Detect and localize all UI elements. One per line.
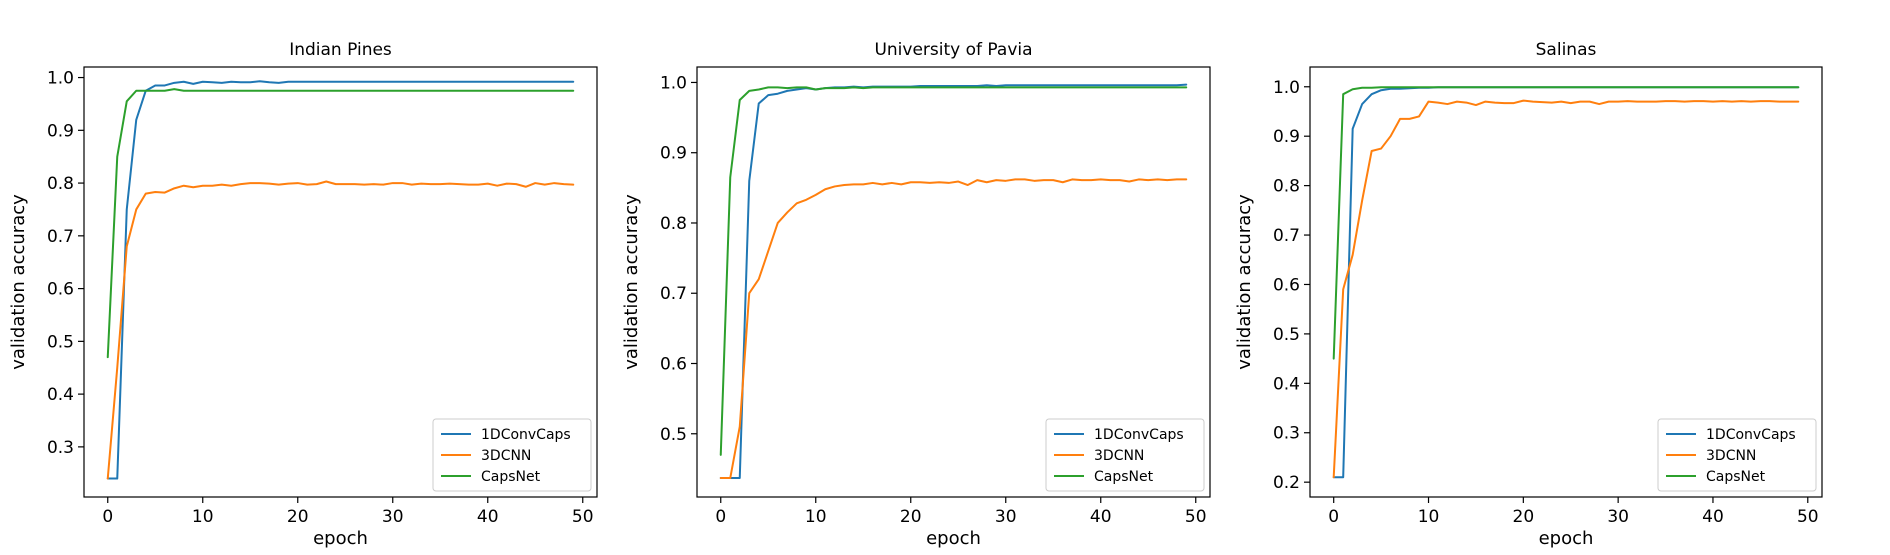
x-tick-label: 40	[477, 507, 499, 527]
y-tick-label: 0.7	[660, 284, 687, 304]
plot-frame	[1309, 66, 1823, 498]
x-tick-label: 30	[995, 507, 1017, 527]
legend-label: CapsNet	[481, 469, 541, 485]
x-tick-label: 30	[1607, 507, 1629, 527]
x-tick-label: 10	[192, 507, 214, 527]
chart-panel-2: University of Pavia 0 10 20 30 40 50 0.5 0.6 0.7 0…	[621, 40, 1211, 549]
y-tick-label: 0.5	[1273, 325, 1300, 345]
y-tick-label: 1.0	[660, 73, 687, 93]
legend: 1DConvCaps 3DCNN CapsNet	[432, 418, 592, 492]
y-tick-label: 0.6	[660, 355, 687, 375]
chart-title: University of Pavia	[874, 40, 1032, 60]
y-tick-label: 0.4	[1273, 374, 1300, 394]
legend-label: 1DConvCaps	[1706, 427, 1796, 443]
series-line-3dcnn	[719, 178, 1188, 480]
x-tick-label: 10	[805, 507, 827, 527]
x-tick-label: 50	[572, 507, 594, 527]
x-tick-label: 40	[1090, 507, 1112, 527]
y-tick-label: 0.4	[47, 385, 74, 405]
legend-box	[1657, 418, 1817, 492]
y-tick-label: 0.3	[1273, 424, 1300, 444]
y-tick-label: 0.9	[47, 121, 74, 141]
series-line-1dconvcaps	[719, 83, 1188, 480]
x-axis-label: epoch	[1539, 528, 1594, 549]
x-tick-label: 20	[1513, 507, 1535, 527]
chart-panel-1: Indian Pines 0 10 20 30 40 50 0.3 0.4 0.5 0.6 0.7 0.…	[8, 40, 598, 549]
chart-panel-3: Salinas 0 10 20 30 40 50 0.2 0.3 0.4 0.5 0.6 0.7 0.8 0…	[1234, 40, 1823, 549]
x-axis-label: epoch	[926, 528, 981, 549]
x-tick-label: 0	[715, 507, 726, 527]
chart-title: Indian Pines	[289, 40, 392, 60]
y-tick-label: 0.6	[1273, 275, 1300, 295]
y-tick-label: 1.0	[1273, 78, 1300, 98]
series-line-3dcnn	[1332, 99, 1800, 479]
x-axis-label: epoch	[313, 528, 368, 549]
legend-box	[432, 418, 592, 492]
y-tick-label: 0.8	[660, 214, 687, 234]
x-tick-label: 50	[1185, 507, 1207, 527]
x-tick-label: 0	[1328, 507, 1339, 527]
series-line-capsnet	[106, 88, 575, 359]
series-line-capsnet	[719, 86, 1188, 456]
legend-label: 1DConvCaps	[1094, 427, 1184, 443]
x-tick-label: 30	[382, 507, 404, 527]
chart-title: Salinas	[1536, 40, 1597, 60]
series-line-capsnet	[1332, 86, 1800, 360]
legend-label: CapsNet	[1094, 469, 1154, 485]
legend-label: 3DCNN	[1706, 448, 1756, 464]
legend-label: 3DCNN	[1094, 448, 1144, 464]
plot-frame	[696, 66, 1211, 498]
y-tick-label: 0.3	[47, 438, 74, 458]
y-tick-label: 0.5	[47, 332, 74, 352]
legend: 1DConvCaps 3DCNN CapsNet	[1045, 418, 1205, 492]
x-tick-label: 20	[287, 507, 309, 527]
legend-label: 3DCNN	[481, 448, 531, 464]
y-tick-label: 0.7	[1273, 226, 1300, 246]
y-tick-label: 1.0	[47, 69, 74, 89]
legend: 1DConvCaps 3DCNN CapsNet	[1657, 418, 1817, 492]
x-tick-label: 50	[1797, 507, 1819, 527]
x-tick-label: 20	[900, 507, 922, 527]
y-axis-label: validation accuracy	[8, 194, 29, 370]
series-line-3dcnn	[106, 180, 575, 480]
y-axis-label: validation accuracy	[621, 194, 642, 370]
y-tick-label: 0.9	[660, 144, 687, 164]
y-tick-label: 0.6	[47, 280, 74, 300]
x-tick-label: 40	[1702, 507, 1724, 527]
y-axis-label: validation accuracy	[1234, 194, 1255, 370]
y-tick-label: 0.8	[1273, 177, 1300, 197]
y-tick-label: 0.2	[1273, 473, 1300, 493]
x-tick-label: 0	[102, 507, 113, 527]
y-tick-label: 0.7	[47, 227, 74, 247]
legend-label: CapsNet	[1706, 469, 1766, 485]
y-tick-label: 0.5	[660, 425, 687, 445]
plot-frame	[83, 66, 598, 498]
x-tick-label: 10	[1418, 507, 1440, 527]
legend-label: 1DConvCaps	[481, 427, 571, 443]
y-tick-label: 0.8	[47, 174, 74, 194]
series-line-1dconvcaps	[106, 80, 575, 480]
y-tick-label: 0.9	[1273, 127, 1300, 147]
legend-box	[1045, 418, 1205, 492]
